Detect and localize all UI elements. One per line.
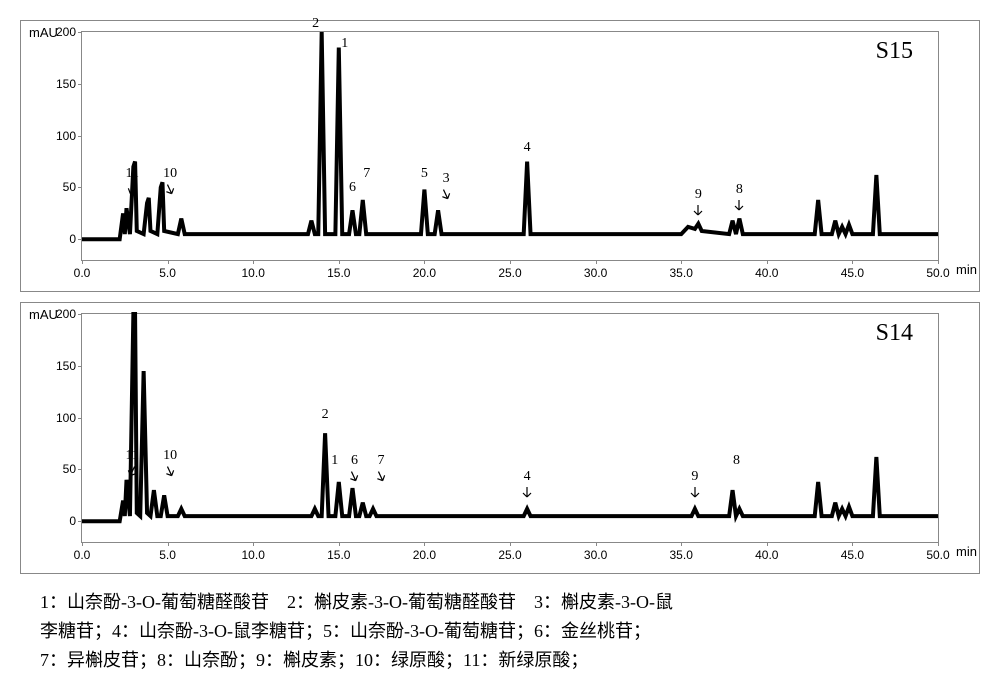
y-tick: 150 xyxy=(36,77,76,91)
x-tick: 25.0 xyxy=(498,266,521,280)
y-axis-label: mAU xyxy=(29,25,58,40)
x-tick: 5.0 xyxy=(159,548,176,562)
peak-label: 6 xyxy=(351,453,358,469)
peak-label: 1 xyxy=(331,453,338,469)
x-tick: 50.0 xyxy=(926,548,949,562)
chromatogram-trace xyxy=(82,314,938,542)
y-tick: 0 xyxy=(36,514,76,528)
peak-label: 4 xyxy=(524,469,531,485)
peak-label: 5 xyxy=(421,166,428,182)
x-axis-label: min xyxy=(956,262,977,277)
peak-label: 6 xyxy=(349,180,356,196)
chart-s14: S140501001502000.05.010.015.020.025.030.… xyxy=(20,302,980,574)
peak-label: 11 xyxy=(125,448,138,464)
x-tick: 45.0 xyxy=(841,548,864,562)
peak-label: 8 xyxy=(736,182,743,198)
y-tick: 100 xyxy=(36,129,76,143)
peak-label: 7 xyxy=(378,453,385,469)
x-tick: 35.0 xyxy=(670,266,693,280)
legend-line: 7：异槲皮苷；8：山奈酚；9：槲皮素；10：绿原酸；11：新绿原酸； xyxy=(40,646,960,675)
x-tick: 30.0 xyxy=(584,266,607,280)
peak-label: 10 xyxy=(163,166,177,182)
y-tick: 150 xyxy=(36,359,76,373)
x-tick: 10.0 xyxy=(242,266,265,280)
x-tick: 20.0 xyxy=(413,266,436,280)
x-tick: 50.0 xyxy=(926,266,949,280)
x-tick: 25.0 xyxy=(498,548,521,562)
peak-label: 4 xyxy=(524,140,531,156)
x-tick: 40.0 xyxy=(755,266,778,280)
x-tick: 35.0 xyxy=(670,548,693,562)
peak-label: 11 xyxy=(125,166,138,182)
peak-label: 2 xyxy=(312,16,319,32)
peak-label: 3 xyxy=(443,171,450,187)
peak-label: 10 xyxy=(163,448,177,464)
x-tick: 5.0 xyxy=(159,266,176,280)
peak-label: 8 xyxy=(733,453,740,469)
chromatogram-trace xyxy=(82,32,938,260)
y-tick: 50 xyxy=(36,462,76,476)
y-axis-label: mAU xyxy=(29,307,58,322)
x-tick: 0.0 xyxy=(74,266,91,280)
y-tick: 100 xyxy=(36,411,76,425)
x-tick: 15.0 xyxy=(327,266,350,280)
x-tick: 15.0 xyxy=(327,548,350,562)
legend-line: 1：山奈酚-3-O-葡萄糖醛酸苷 2：槲皮素-3-O-葡萄糖醛酸苷 3：槲皮素-… xyxy=(40,588,960,617)
x-tick: 45.0 xyxy=(841,266,864,280)
peak-label: 9 xyxy=(691,469,698,485)
y-tick: 50 xyxy=(36,180,76,194)
x-tick: 0.0 xyxy=(74,548,91,562)
peak-label: 7 xyxy=(363,166,370,182)
peak-label: 1 xyxy=(341,36,348,52)
chart-s15: S150501001502000.05.010.015.020.025.030.… xyxy=(20,20,980,292)
peak-label: 9 xyxy=(695,187,702,203)
x-tick: 10.0 xyxy=(242,548,265,562)
y-tick: 0 xyxy=(36,232,76,246)
x-axis-label: min xyxy=(956,544,977,559)
x-tick: 20.0 xyxy=(413,548,436,562)
compound-legend: 1：山奈酚-3-O-葡萄糖醛酸苷 2：槲皮素-3-O-葡萄糖醛酸苷 3：槲皮素-… xyxy=(20,584,980,678)
x-tick: 40.0 xyxy=(755,548,778,562)
x-tick: 30.0 xyxy=(584,548,607,562)
legend-line: 李糖苷；4：山奈酚-3-O-鼠李糖苷；5：山奈酚-3-O-葡萄糖苷；6：金丝桃苷… xyxy=(40,617,960,646)
peak-label: 2 xyxy=(322,407,329,423)
